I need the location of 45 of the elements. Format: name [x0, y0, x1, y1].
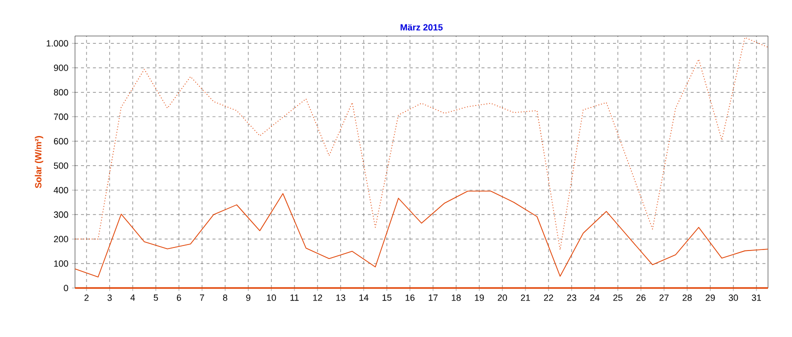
x-tick-label: 15	[382, 294, 392, 301]
x-tick-label: 10	[267, 294, 276, 301]
x-tick-label: 14	[359, 294, 368, 301]
x-tick-label: 27	[660, 294, 669, 301]
y-tick-label: 200	[54, 236, 68, 242]
y-tick-label: 300	[54, 211, 68, 218]
x-tick-label: 5	[154, 294, 158, 301]
line-series	[74, 190, 768, 278]
x-tick-label: 21	[520, 294, 530, 301]
x-tick-label: 22	[544, 294, 554, 301]
x-tick-label: 17	[428, 294, 438, 301]
x-tick-label: 4	[130, 294, 135, 301]
x-tick-label: 24	[590, 294, 600, 301]
x-tick-label: 9	[246, 294, 250, 301]
x-tick-label: 28	[682, 294, 692, 301]
x-tick-label: 19	[474, 294, 484, 301]
x-tick-label: 26	[636, 294, 646, 301]
x-tick-label: 13	[336, 294, 346, 301]
x-tick-label: 18	[452, 294, 461, 301]
x-tick-label: 23	[567, 294, 576, 301]
y-tick-label: 800	[54, 89, 68, 96]
x-tick-label: 31	[752, 294, 761, 301]
x-tick-label: 6	[176, 294, 182, 301]
x-tick-label: 29	[706, 294, 715, 301]
y-axis-title: Solar (W/m²)	[34, 136, 44, 188]
y-tick-label: 500	[54, 162, 68, 169]
x-tick-label: 3	[108, 294, 112, 301]
y-tick-label: 700	[54, 114, 68, 120]
y-tick-label: 600	[54, 138, 68, 144]
y-tick-label: 900	[54, 64, 68, 71]
x-tick-label: 7	[200, 294, 204, 301]
x-tick-label: 16	[406, 294, 415, 301]
x-tick-label: 2	[84, 294, 89, 301]
x-tick-label: 25	[613, 294, 622, 301]
x-tick-label: 20	[498, 294, 507, 301]
x-tick-label: 30	[728, 294, 738, 301]
x-tick-label: 12	[313, 294, 322, 301]
chart-title: März 2015	[400, 24, 443, 31]
y-tick-label: 100	[54, 260, 68, 267]
x-tick-label: 11	[290, 294, 299, 301]
x-tick-label: 8	[223, 294, 228, 301]
y-tick-label: 0	[64, 284, 68, 292]
y-tick-label: 400	[54, 186, 68, 194]
line-series	[74, 37, 768, 250]
y-tick-label: 1.000	[46, 40, 68, 47]
